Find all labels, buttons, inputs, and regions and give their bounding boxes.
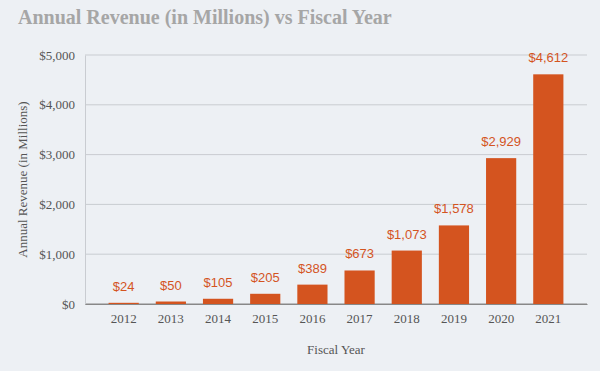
data-label: $1,578	[434, 201, 474, 216]
y-tick: $0	[62, 297, 85, 312]
x-axis-title: Fiscal Year	[307, 342, 365, 357]
chart: $0 $1,000 $2,000 $3,000 $4,000 $5,000 2012 2013…	[0, 0, 600, 371]
y-tick-label: $0	[62, 297, 75, 312]
y-axis-title: Annual Revenue (in Millions)	[15, 101, 30, 257]
x-tick: 2012	[111, 304, 137, 326]
x-tick-label: 2012	[111, 311, 137, 326]
bar	[344, 270, 374, 304]
plot-area: $0 $1,000 $2,000 $3,000 $4,000 $5,000 2012 2013…	[39, 48, 587, 327]
x-tick: 2015	[252, 304, 278, 326]
x-tick: 2013	[158, 304, 184, 326]
y-tick-label: $4,000	[39, 97, 75, 112]
y-axis: $0 $1,000 $2,000 $3,000 $4,000 $5,000	[39, 48, 85, 312]
x-tick-label: 2018	[394, 311, 420, 326]
x-tick-label: 2014	[205, 311, 232, 326]
y-axis-line	[85, 56, 86, 305]
y-tick: $4,000	[39, 97, 85, 112]
x-axis: 2012 2013 2014 2015 2016 2017 2018 2019 2020 2021	[86, 304, 588, 326]
bar	[109, 303, 139, 304]
data-labels: $24 $50 $105 $205 $389 $673 $1,073 $1,578 $2,929…	[113, 50, 568, 293]
x-tick: 2020	[488, 304, 514, 326]
data-label: $50	[160, 278, 182, 293]
x-tick-label: 2013	[158, 311, 184, 326]
bar	[392, 251, 422, 304]
data-label: $105	[204, 275, 233, 290]
data-label: $4,612	[528, 50, 568, 65]
x-tick-label: 2016	[299, 311, 326, 326]
x-tick: 2019	[441, 304, 467, 326]
x-tick: 2021	[535, 304, 561, 326]
bar	[203, 299, 233, 304]
x-tick-label: 2020	[488, 311, 514, 326]
data-label: $673	[345, 246, 374, 261]
x-axis-line	[86, 304, 588, 305]
data-label: $389	[298, 261, 327, 276]
y-tick-label: $1,000	[39, 247, 75, 262]
y-tick: $5,000	[39, 48, 85, 63]
bar	[156, 302, 186, 304]
y-tick-label: $3,000	[39, 147, 75, 162]
y-tick: $3,000	[39, 147, 85, 162]
x-tick: 2017	[347, 304, 374, 326]
x-tick-label: 2021	[535, 311, 561, 326]
y-tick: $1,000	[39, 247, 85, 262]
bars	[109, 74, 564, 304]
y-tick: $2,000	[39, 197, 85, 212]
title: Annual Revenue (in Millions) vs Fiscal Y…	[18, 6, 392, 29]
grid-line	[85, 55, 587, 56]
x-tick: 2018	[394, 304, 420, 326]
x-tick-label: 2017	[347, 311, 374, 326]
bar	[250, 294, 280, 304]
y-tick-label: $5,000	[39, 48, 75, 63]
grid	[85, 55, 587, 304]
bar	[486, 158, 516, 304]
data-label: $2,929	[481, 134, 521, 149]
data-label: $205	[251, 270, 280, 285]
x-tick: 2014	[205, 304, 232, 326]
data-label: $1,073	[387, 227, 427, 242]
x-tick: 2016	[299, 304, 326, 326]
bar	[533, 74, 563, 304]
y-tick-label: $2,000	[39, 197, 75, 212]
data-label: $24	[113, 279, 135, 294]
bar	[439, 225, 469, 304]
x-tick-label: 2019	[441, 311, 467, 326]
bar	[297, 285, 327, 304]
grid-line	[85, 104, 587, 105]
x-tick-label: 2015	[252, 311, 278, 326]
grid-line	[85, 154, 587, 155]
